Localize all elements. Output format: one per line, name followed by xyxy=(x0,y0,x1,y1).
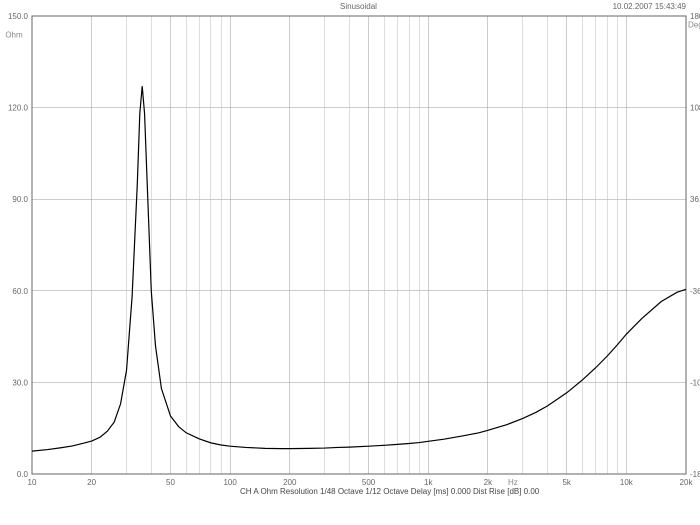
svg-text:500: 500 xyxy=(362,478,376,487)
svg-text:108.0: 108.0 xyxy=(690,104,700,113)
svg-text:90.0: 90.0 xyxy=(12,195,28,204)
svg-text:200: 200 xyxy=(283,478,297,487)
svg-text:20: 20 xyxy=(87,478,96,487)
svg-text:100: 100 xyxy=(223,478,237,487)
svg-text:Ohm: Ohm xyxy=(5,30,23,39)
svg-text:120.0: 120.0 xyxy=(8,104,29,113)
svg-text:2k: 2k xyxy=(484,478,493,487)
footer-info: CH A Ohm Resolution 1/48 Octave 1/12 Oct… xyxy=(240,487,539,496)
svg-text:-108.0: -108.0 xyxy=(690,378,700,387)
svg-text:5k: 5k xyxy=(562,478,571,487)
svg-text:30.0: 30.0 xyxy=(12,378,28,387)
svg-text:1k: 1k xyxy=(424,478,433,487)
impedance-chart: Sinusoidal 10.02.2007 15:43:49 0.030.060… xyxy=(0,0,700,525)
svg-text:Hz: Hz xyxy=(508,478,518,487)
svg-text:150.0: 150.0 xyxy=(8,12,29,21)
svg-text:10: 10 xyxy=(28,478,37,487)
svg-text:50: 50 xyxy=(166,478,175,487)
svg-text:Deg: Deg xyxy=(688,20,700,29)
svg-text:10k: 10k xyxy=(620,478,634,487)
svg-text:-36.0: -36.0 xyxy=(690,287,700,296)
svg-text:60.0: 60.0 xyxy=(12,287,28,296)
svg-text:36.0: 36.0 xyxy=(690,195,700,204)
plot-svg: 0.030.060.090.0120.0150.0-180.0-108.0-36… xyxy=(0,0,700,525)
svg-text:20k: 20k xyxy=(680,478,694,487)
